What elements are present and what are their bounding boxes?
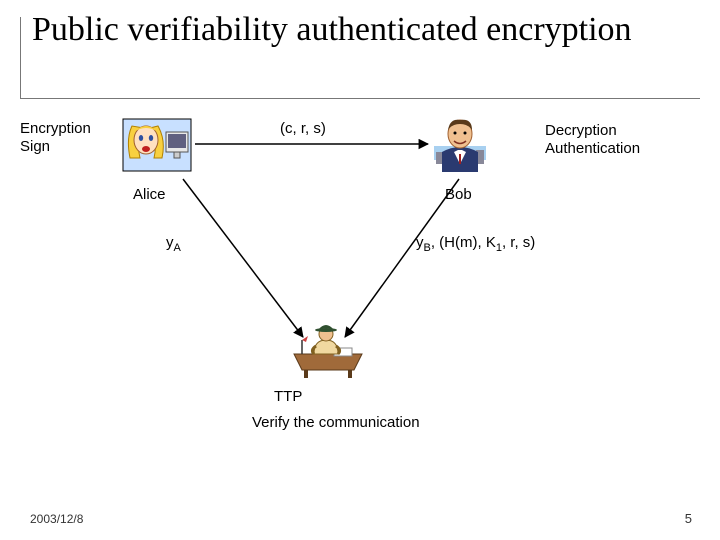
footer-date: 2003/12/8: [30, 512, 83, 526]
arrow-canvas: [0, 0, 720, 540]
footer-page: 5: [685, 511, 692, 526]
arrow-alice-ttp: [183, 179, 303, 337]
arrow-bob-ttp: [345, 179, 459, 337]
